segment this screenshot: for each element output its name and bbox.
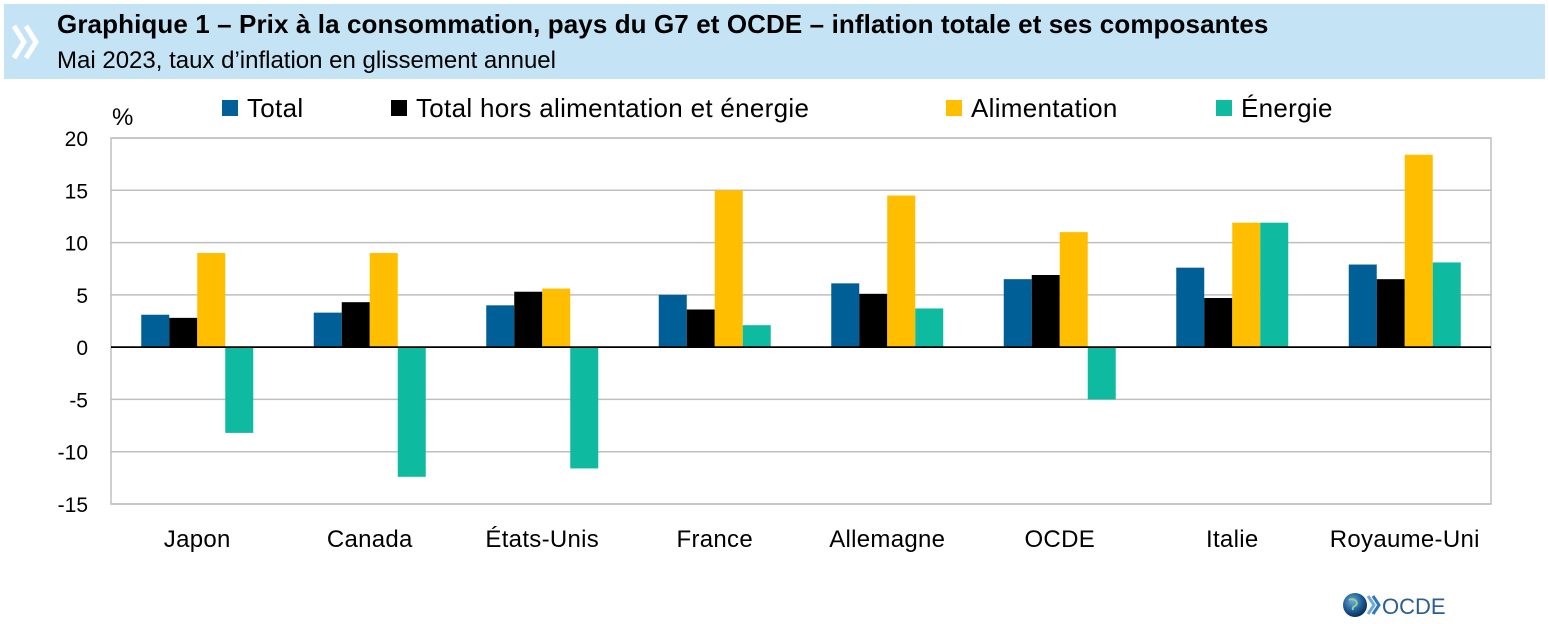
y-tick-label: 20 xyxy=(65,128,88,151)
x-tick-label: Canada xyxy=(327,526,413,553)
bar xyxy=(141,314,170,348)
oecd-logo: OCDE xyxy=(1343,593,1446,619)
bar xyxy=(1432,262,1461,348)
double-chevron-icon xyxy=(11,24,39,60)
y-axis-unit: % xyxy=(112,104,133,131)
chart-title: Graphique 1 – Prix à la consommation, pa… xyxy=(57,9,1269,39)
y-tick-label: 5 xyxy=(76,285,88,308)
bar xyxy=(486,305,515,348)
chart-subtitle: Mai 2023, taux d’inflation en glissement… xyxy=(57,47,556,74)
y-tick-label: 15 xyxy=(65,180,88,203)
x-tick-label: France xyxy=(677,526,754,553)
y-tick-label: -15 xyxy=(58,494,88,517)
bar xyxy=(1232,222,1261,348)
bar xyxy=(341,302,370,348)
bar xyxy=(1003,279,1032,348)
bar xyxy=(514,291,543,348)
legend-swatch xyxy=(222,100,238,116)
bar xyxy=(197,253,226,348)
x-tick-label: Italie xyxy=(1206,526,1259,553)
legend-label: Énergie xyxy=(1241,93,1333,123)
legend-label: Alimentation xyxy=(971,93,1118,123)
bar xyxy=(1204,297,1233,348)
legend-swatch xyxy=(391,100,407,116)
bar xyxy=(1087,347,1116,400)
title-banner: Graphique 1 – Prix à la consommation, pa… xyxy=(4,4,1545,79)
x-tick-label: Royaume-Uni xyxy=(1330,526,1480,553)
bar xyxy=(1260,222,1289,348)
bar xyxy=(915,308,944,348)
x-tick-label: États-Unis xyxy=(485,526,599,553)
bar xyxy=(1031,274,1060,348)
bar xyxy=(1059,232,1088,348)
bar xyxy=(1376,279,1405,348)
x-tick-label: Japon xyxy=(164,526,231,553)
bar xyxy=(542,288,571,348)
bar xyxy=(742,325,771,348)
legend-label: Total hors alimentation et énergie xyxy=(416,93,809,123)
legend-swatch xyxy=(1216,100,1232,116)
bar xyxy=(397,347,426,477)
bar xyxy=(686,309,715,348)
y-tick-label: -5 xyxy=(69,389,88,412)
y-tick-label: 0 xyxy=(76,337,88,360)
x-tick-label: Allemagne xyxy=(829,526,945,553)
oecd-logo-text: OCDE xyxy=(1382,594,1446,619)
bar xyxy=(831,283,860,348)
bar xyxy=(570,347,599,469)
bar xyxy=(1176,267,1205,348)
bar xyxy=(1404,154,1433,348)
bar xyxy=(313,312,342,348)
bar xyxy=(859,293,888,348)
bar xyxy=(887,195,916,348)
bar xyxy=(714,190,743,348)
bar xyxy=(169,317,198,348)
legend-swatch xyxy=(946,100,962,116)
bar xyxy=(225,347,254,433)
bar xyxy=(369,253,398,348)
y-tick-label: -10 xyxy=(58,442,88,465)
legend-label: Total xyxy=(247,93,303,123)
x-tick-label: OCDE xyxy=(1024,526,1095,553)
bar-chart: 20 15 10 5 0 -5 -10 -15% Japon Canada États-Unis Fr… xyxy=(58,93,1492,553)
bar xyxy=(658,294,687,348)
bar xyxy=(1348,264,1377,348)
y-tick-label: 10 xyxy=(65,233,88,256)
